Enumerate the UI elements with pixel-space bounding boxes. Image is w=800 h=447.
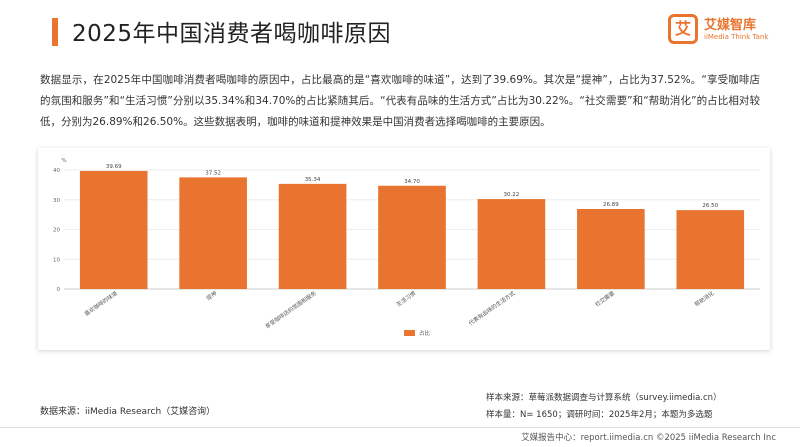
- bar-value-label: 37.52: [205, 170, 221, 176]
- data-source-left: 数据来源：iiMedia Research（艾媒咨询）: [40, 407, 216, 417]
- bar: [378, 185, 446, 289]
- x-tick-label: 提神: [205, 289, 219, 302]
- sample-size: 样本量：N= 1650；调研时间：2025年2月；本题为多选题: [486, 410, 713, 420]
- brand-logo: 艾 艾媒智库 iiMedia Think Tank: [668, 12, 780, 52]
- sample-info: 样本来源：草莓派数据调查与计算系统（survey.iimedia.cn） 样本量…: [486, 390, 722, 424]
- bar-value-label: 35.34: [305, 177, 321, 183]
- bar-value-label: 39.69: [106, 164, 122, 170]
- chart-panel: 0 10 20 30 40% 39.69 喜欢咖啡的味道 37.52 提神 35.34 享受咖啡店的…: [38, 148, 770, 350]
- bar: [179, 177, 247, 289]
- y-tick-label: 10: [53, 257, 60, 263]
- y-tick-label: 40: [53, 168, 60, 174]
- logo-mark: 艾: [668, 14, 698, 44]
- logo-subtitle: iiMedia Think Tank: [704, 33, 769, 41]
- description-text: 数据显示，在2025年中国咖啡消费者喝咖啡的原因中，占比最高的是“喜欢咖啡的味道…: [40, 74, 760, 128]
- bar-chart: 0 10 20 30 40% 39.69 喜欢咖啡的味道 37.52 提神 35.34 享受咖啡店的…: [53, 158, 760, 337]
- x-tick-label: 享受咖啡店的氛围和服务: [264, 289, 319, 331]
- bar: [477, 199, 546, 289]
- y-tick-label: 0: [57, 287, 61, 293]
- bar: [79, 170, 148, 289]
- x-tick-label: 代表有品味的生活方式: [467, 289, 517, 327]
- x-tick-label: 生活习惯: [395, 289, 418, 308]
- footer-divider: [0, 427, 800, 428]
- x-tick-label: 喜欢咖啡的味道: [83, 289, 120, 318]
- x-tick-label: 社交需要: [593, 289, 616, 308]
- title-accent-bar: [52, 18, 58, 46]
- logo-name: 艾媒智库: [704, 18, 757, 33]
- y-tick-label: 30: [53, 198, 60, 204]
- y-tick-label: 20: [53, 228, 60, 234]
- bar-value-label: 26.89: [603, 202, 619, 208]
- legend-swatch: [404, 330, 415, 336]
- footer-text: 艾媒报告中心：report.iimedia.cn ©2025 iiMedia R…: [521, 433, 776, 443]
- y-unit-label: %: [61, 158, 66, 164]
- sample-source: 样本来源：草莓派数据调查与计算系统（survey.iimedia.cn）: [486, 393, 722, 403]
- page-title: 2025年中国消费者喝咖啡原因: [72, 21, 392, 47]
- legend-label: 占比: [419, 329, 431, 337]
- bar-value-label: 30.22: [504, 192, 520, 198]
- bar: [676, 210, 745, 289]
- bar-value-label: 34.70: [404, 179, 420, 185]
- x-tick-label: 帮助消化: [693, 289, 716, 308]
- bar: [577, 209, 645, 289]
- bar-value-label: 26.50: [702, 203, 718, 209]
- bar: [278, 183, 347, 289]
